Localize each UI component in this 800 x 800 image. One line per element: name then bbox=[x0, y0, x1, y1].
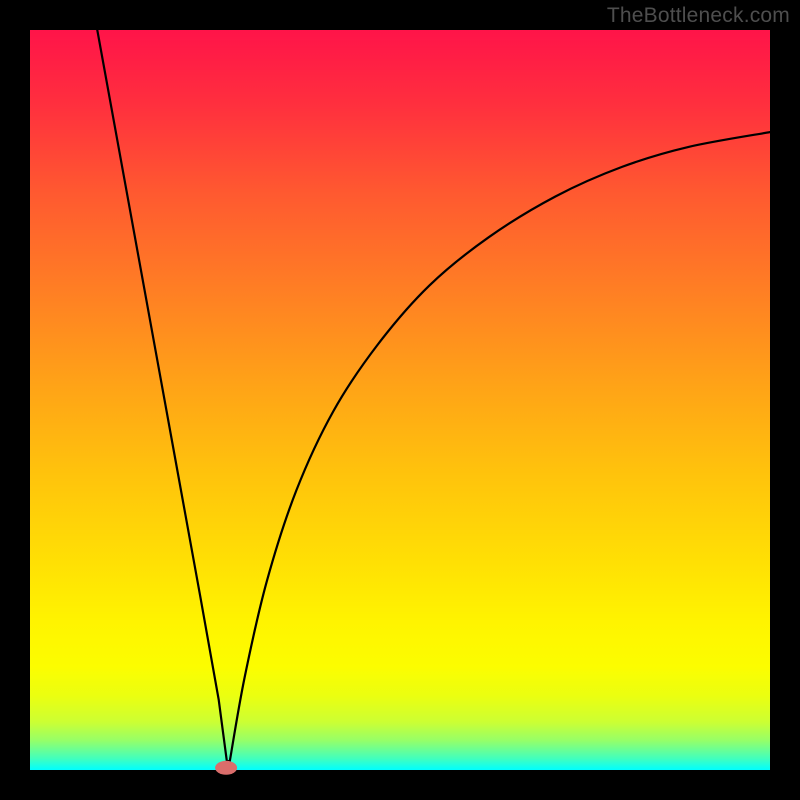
bottleneck-chart bbox=[0, 0, 800, 800]
watermark-text: TheBottleneck.com bbox=[607, 4, 790, 28]
chart-frame: { "watermark": { "text": "TheBottleneck.… bbox=[0, 0, 800, 800]
plot-background bbox=[30, 30, 770, 770]
minimum-marker bbox=[215, 761, 237, 775]
